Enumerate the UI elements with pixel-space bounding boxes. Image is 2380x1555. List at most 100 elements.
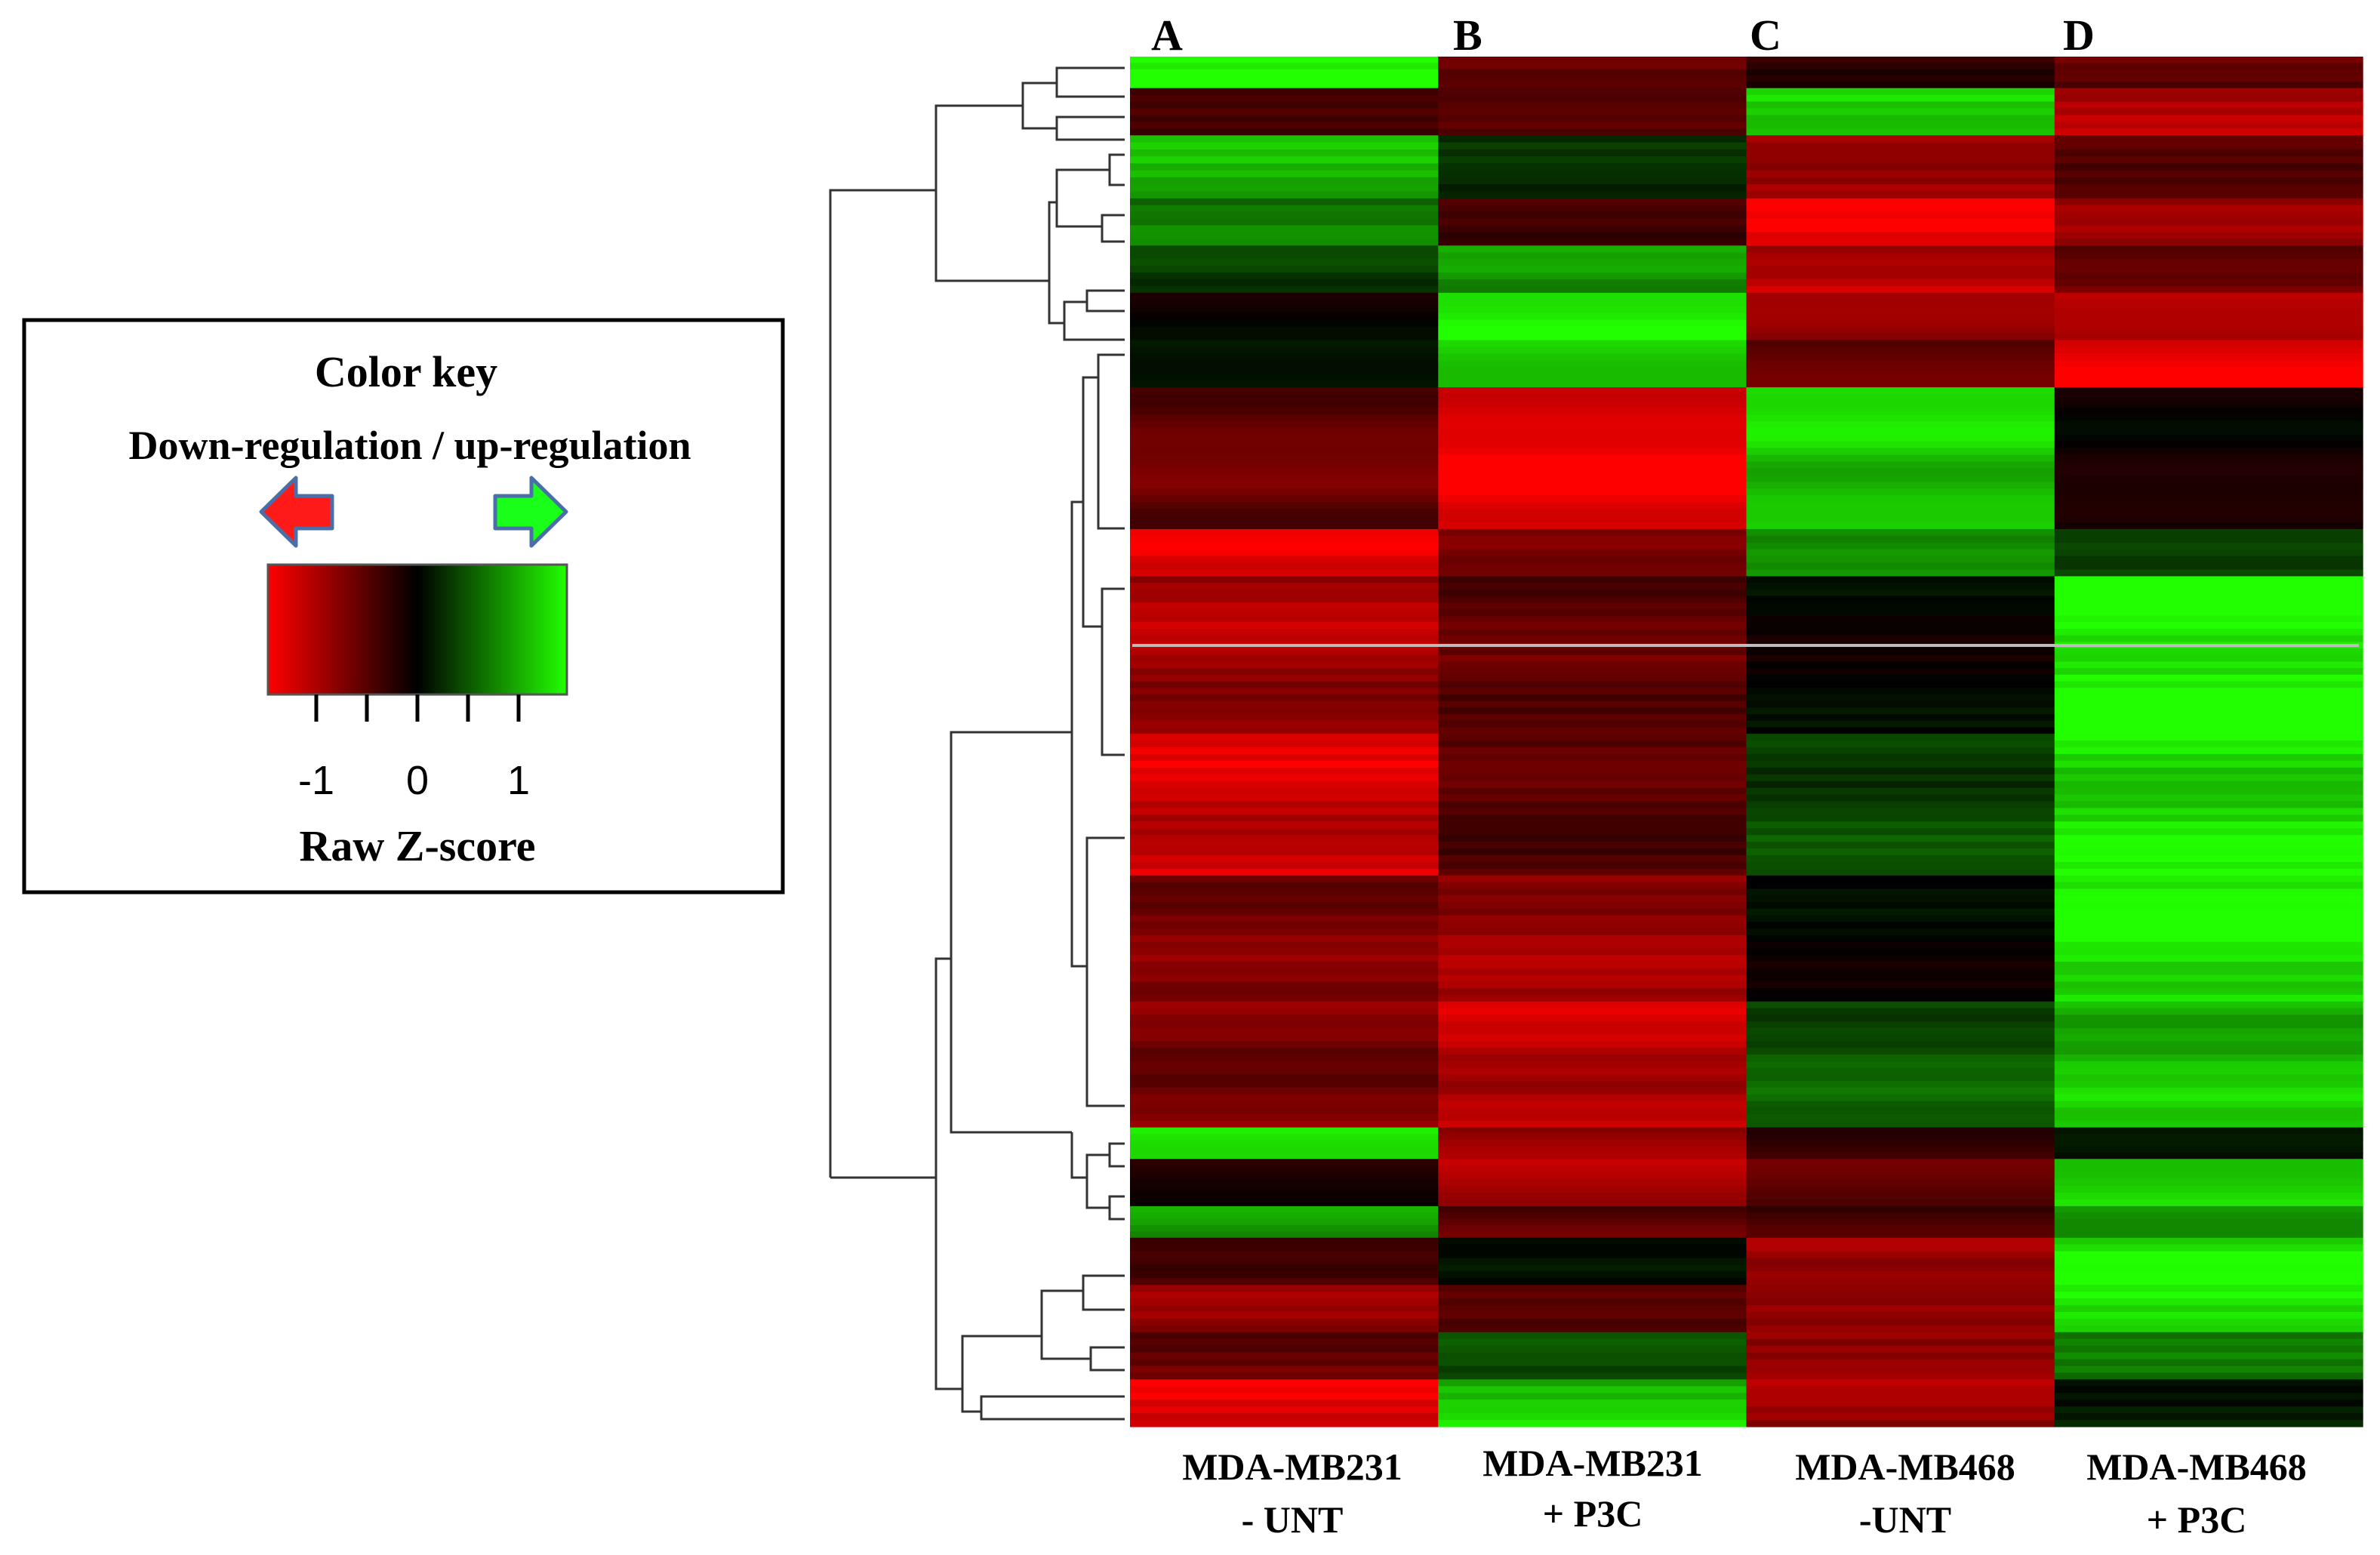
heatmap-cell [2054,488,2363,496]
heatmap-cell [1438,855,1747,863]
heatmap-cell [1130,101,1439,109]
heatmap-cell [1130,177,1439,185]
heatmap-cell [1746,648,2055,656]
heatmap-cell [1130,583,1439,590]
heatmap-cell [1746,576,2055,584]
heatmap-cell [1130,1332,1439,1340]
heatmap-cell [1438,629,1747,636]
heatmap-cell [2054,516,2363,523]
heatmap-cell [2054,688,2363,695]
heatmap-cell [1130,1318,1439,1326]
heatmap-cell [1130,794,1439,802]
heatmap-cell [1438,299,1747,307]
heatmap-cell [1438,1153,1747,1159]
heatmap-cell [1438,516,1747,523]
heatmap-cell [2054,353,2363,361]
heatmap-cell [1130,420,1439,429]
heatmap-cell [1438,875,1747,883]
heatmap-cell [1746,407,2055,415]
heatmap-cell [2054,414,2363,422]
heatmap-cell [1130,184,1439,192]
heatmap-cell [1438,1107,1747,1115]
heatmap-cell [2054,535,2363,543]
heatmap-cell [2054,1318,2363,1326]
heatmap-cell [1438,1134,1747,1141]
heatmap-cell [2054,509,2363,516]
heatmap-cell [1130,441,1439,449]
heatmap-cell [2054,401,2363,408]
heatmap-cell [1438,149,1747,157]
heatmap-cell [2054,576,2363,584]
heatmap-cell [1746,1186,2055,1193]
heatmap-cell [2054,895,2363,903]
heatmap-cell [1438,69,1747,76]
heatmap-cell [1438,608,1747,617]
heatmap-cell [1438,895,1747,903]
heatmap-cell [1130,468,1439,476]
heatmap-cell [1130,259,1439,266]
heatmap-cell [2054,1258,2363,1265]
heatmap-cell [1130,128,1439,136]
heatmap-cell [1438,128,1747,136]
heatmap-cell [1746,1244,2055,1252]
heatmap-cell [1438,191,1747,199]
heatmap-cell [1746,1179,2055,1187]
heatmap-cell [1438,767,1747,775]
heatmap-cell [1746,861,2055,870]
heatmap-cell [1438,1193,1747,1200]
heatmap-cell [1438,1034,1747,1042]
heatmap-cell [2054,88,2363,96]
heatmap-cell [1746,1048,2055,1055]
heatmap-cell [2054,1159,2363,1166]
heatmap-cell [2054,1278,2363,1286]
heatmap-cell [2054,714,2363,722]
heatmap-cell [1746,1413,2055,1421]
heatmap-cell [1746,149,2055,157]
heatmap-cell [1746,266,2055,273]
heatmap-cell [1746,333,2055,341]
heatmap-cell [1746,542,2055,550]
heatmap-cell [1746,1008,2055,1015]
heatmap-cell [2054,108,2363,115]
color-key-tick-label: -1 [298,758,334,803]
heatmap-cell [1130,589,1439,597]
color-key-xlabel: Raw Z-score [299,821,535,870]
heatmap-cell [1438,1172,1747,1180]
heatmap-cell [1438,615,1747,623]
heatmap-cell [1438,1055,1747,1062]
heatmap-cell [1746,57,2055,63]
heatmap-cell [1746,1061,2055,1069]
heatmap-cell [1438,252,1747,260]
heatmap-cell [1130,781,1439,789]
heatmap-cell [1130,1048,1439,1055]
heatmap-cell [1130,156,1439,164]
heatmap-cell [2054,149,2363,157]
heatmap-cell [1746,509,2055,516]
heatmap-cell [1438,720,1747,728]
heatmap-cell [1130,1120,1439,1129]
heatmap-cell [1438,714,1747,722]
heatmap-cell [2054,279,2363,287]
heatmap-cell [2054,767,2363,775]
heatmap-cell [1130,94,1439,103]
heatmap-cell [1746,360,2055,368]
heatmap-cell [1438,1413,1747,1421]
heatmap-cell [1130,1015,1439,1022]
heatmap-cell [1746,602,2055,610]
heatmap-cell [2054,184,2363,192]
heatmap-cell [2054,720,2363,728]
heatmap-cell [1438,1140,1747,1147]
heatmap-cell [1746,615,2055,623]
heatmap-cell [1746,955,2055,962]
heatmap-cell [2054,528,2363,537]
heatmap-cell [2054,948,2363,956]
heatmap-cell [1130,674,1439,682]
heatmap-cell [1130,516,1439,523]
heatmap-cell [1130,556,1439,564]
heatmap-cell [1438,434,1747,442]
heatmap-cell [2054,211,2363,220]
heatmap-cell [2054,1179,2363,1187]
heatmap-cell [1130,747,1439,755]
heatmap-cell [1438,707,1747,715]
heatmap-cell [1130,1305,1439,1313]
